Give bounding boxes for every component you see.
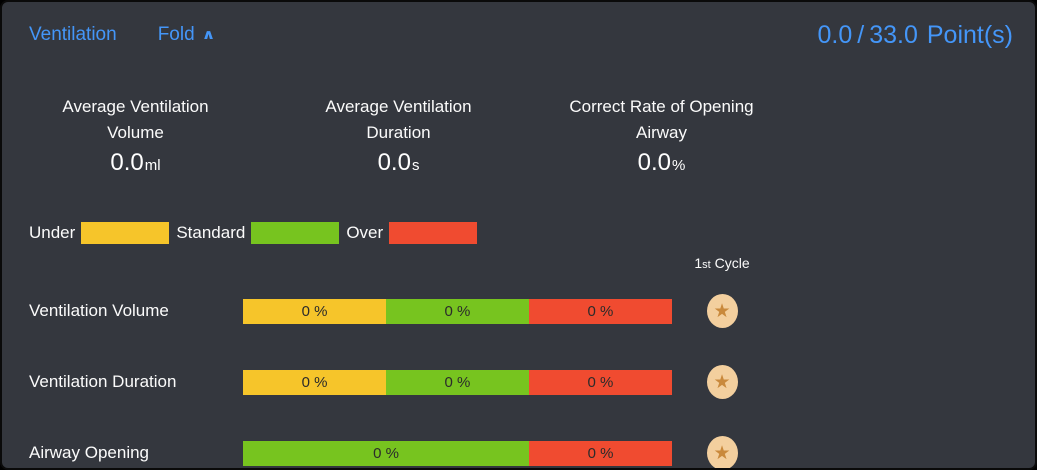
bars-section: 1st Cycle Ventilation Volume 0 % 0 % 0 %… [2, 255, 1035, 468]
cycle-column-header: 1st Cycle [694, 255, 750, 271]
panel-header: Ventilation Fold ∧ 0.0/33.0 Point(s) [2, 2, 1035, 50]
stats-row: Average Ventilation Volume 0.0ml Average… [4, 94, 1035, 177]
legend-swatch-under [81, 222, 170, 244]
legend-swatch-standard [251, 222, 340, 244]
star-icon: ★ [713, 371, 731, 393]
legend-label-under: Under [29, 223, 76, 242]
stat-average-ventilation-volume: Average Ventilation Volume 0.0ml [4, 94, 267, 177]
score-unit: Point(s) [926, 20, 1013, 49]
table-row-airway-opening: Airway Opening 0 % 0 % ★ [29, 436, 1035, 468]
star-badge: ★ [706, 436, 738, 468]
airway-opening-bar: 0 % 0 % [243, 440, 672, 466]
table-row-ventilation-duration: Ventilation Duration 0 % 0 % 0 % ★ [29, 365, 1035, 399]
legend-label-standard: Standard [176, 223, 246, 242]
table-row-ventilation-volume: Ventilation Volume 0 % 0 % 0 % ★ [29, 294, 1035, 328]
cycle-star-column: ★ [672, 436, 772, 468]
row-label: Ventilation Volume [29, 301, 169, 320]
row-label: Airway Opening [29, 443, 150, 462]
ventilation-volume-bar: 0 % 0 % 0 % [243, 298, 672, 324]
bar-segment-standard: 0 % [385, 369, 529, 395]
cycle-star-column: ★ [672, 294, 772, 328]
bar-segment-under: 0 % [243, 298, 386, 324]
chevron-up-icon: ∧ [201, 27, 216, 43]
legend: Under Standard Over [29, 222, 1035, 244]
fold-button[interactable]: Fold ∧ [158, 24, 216, 46]
score-current: 0.0 [817, 20, 853, 49]
score-display: 0.0/33.0 Point(s) [817, 21, 1013, 50]
score-total: 33.0 [869, 20, 918, 49]
bar-segment-standard: 0 % [385, 298, 529, 324]
stat-value: 0.0% [637, 149, 686, 176]
cycle-star-column: ★ [672, 365, 772, 399]
stat-value: 0.0ml [110, 149, 161, 176]
ventilation-duration-bar: 0 % 0 % 0 % [243, 369, 672, 395]
star-badge: ★ [706, 365, 738, 399]
star-icon: ★ [713, 442, 731, 464]
bar-segment-over: 0 % [528, 298, 672, 324]
score-separator: / [857, 20, 865, 49]
star-icon: ★ [713, 300, 731, 322]
bar-segment-over: 0 % [528, 369, 672, 395]
row-label: Ventilation Duration [29, 372, 177, 391]
bar-segment-under: 0 % [243, 369, 386, 395]
stat-correct-rate-opening-airway: Correct Rate of Opening Airway 0.0% [530, 94, 793, 177]
stat-value: 0.0s [377, 149, 420, 176]
bar-segment-standard: 0 % [243, 440, 529, 466]
star-badge: ★ [706, 294, 738, 328]
stat-average-ventilation-duration: Average Ventilation Duration 0.0s [267, 94, 530, 177]
stat-label: Average Ventilation Volume [62, 97, 209, 142]
fold-label: Fold [157, 24, 195, 45]
stat-label: Correct Rate of Opening Airway [569, 97, 754, 142]
stat-label: Average Ventilation Duration [325, 97, 472, 142]
bar-segment-over: 0 % [529, 440, 672, 466]
panel-title: Ventilation [29, 24, 117, 45]
legend-swatch-over [389, 222, 478, 244]
legend-label-over: Over [346, 223, 384, 242]
